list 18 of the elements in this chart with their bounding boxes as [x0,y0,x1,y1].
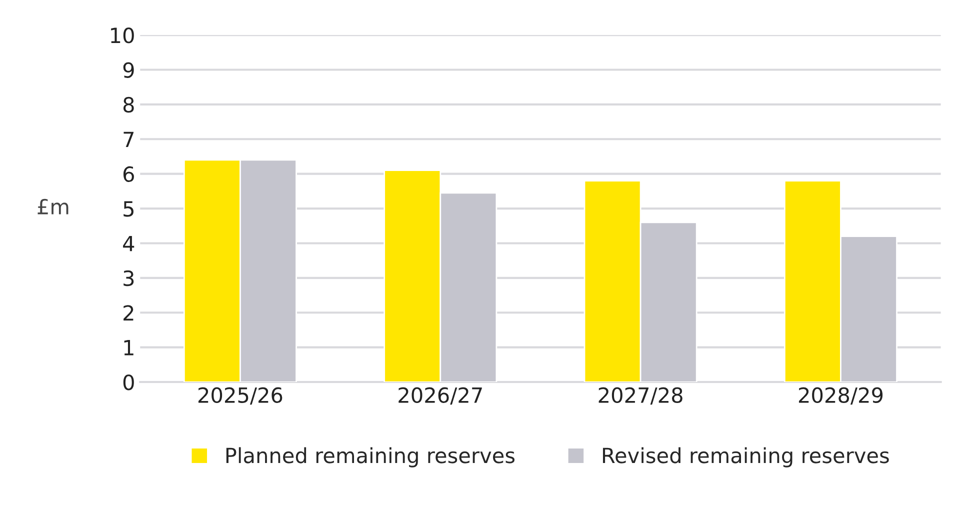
y-tick-label: 1 [124,340,134,356]
legend-label: Planned remaining reserves [226,447,515,468]
y-tick-label: 7 [124,132,134,148]
y-tick-label: 0 [123,374,134,390]
y-tick-label: 4 [123,236,134,252]
y-tick-label: 5 [124,201,134,217]
y-tick-label: 9 [123,62,134,78]
y-axis-title: £m [38,198,68,214]
legend-label: Revised remaining reserves [602,447,889,468]
y-tick-label: 10 [111,28,134,44]
x-tick-label: 2025/26 [198,387,282,405]
x-tick-label: 2028/29 [798,387,883,405]
y-tick-label: 2 [124,305,134,321]
y-tick-label: 6 [123,166,134,182]
y-tick-label: 8 [123,96,134,113]
x-tick-label: 2026/27 [398,387,482,405]
y-tick-label: 3 [124,270,134,286]
x-tick-label: 2027/28 [598,387,682,405]
